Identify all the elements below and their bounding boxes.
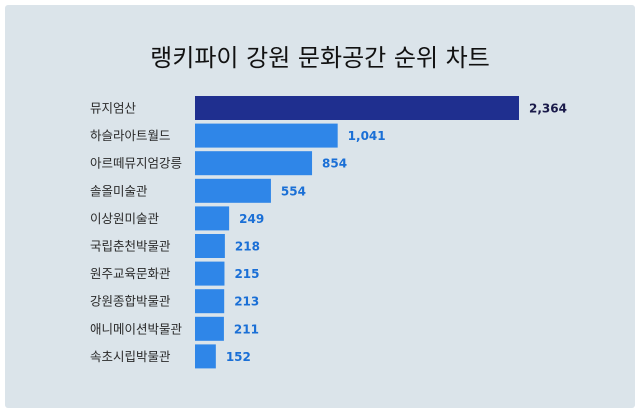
bar bbox=[195, 96, 519, 120]
bar bbox=[195, 178, 271, 203]
category-label: 솔올미술관 bbox=[90, 183, 148, 198]
value-label: 249 bbox=[239, 212, 264, 226]
bar bbox=[195, 151, 313, 176]
value-label: 1,041 bbox=[348, 129, 386, 143]
bar bbox=[195, 316, 224, 341]
chart-title: 랭키파이 강원 문화공간 순위 차트 bbox=[150, 44, 490, 72]
category-label: 강원종합박물관 bbox=[90, 294, 171, 309]
bar bbox=[195, 206, 230, 231]
category-label: 이상원미술관 bbox=[90, 211, 160, 226]
value-label: 215 bbox=[234, 267, 259, 281]
bar bbox=[195, 289, 225, 314]
category-label: 애니메이션박물관 bbox=[90, 321, 183, 336]
value-label: 554 bbox=[281, 184, 306, 198]
bar bbox=[195, 234, 225, 258]
category-label: 뮤지엄산 bbox=[90, 101, 137, 116]
value-label: 2,364 bbox=[529, 102, 567, 116]
value-label: 211 bbox=[234, 322, 259, 336]
bar bbox=[195, 344, 216, 369]
chart-background bbox=[5, 5, 635, 408]
value-label: 854 bbox=[322, 157, 347, 171]
category-label: 원주교육문화관 bbox=[90, 266, 171, 281]
bar bbox=[195, 261, 225, 286]
category-label: 국립춘천박물관 bbox=[90, 239, 171, 254]
category-label: 하슬라아트월드 bbox=[90, 128, 171, 143]
category-label: 아르떼뮤지엄강릉 bbox=[90, 156, 182, 171]
category-label: 속초시립박물관 bbox=[90, 349, 171, 364]
value-label: 213 bbox=[234, 295, 259, 309]
bar bbox=[195, 123, 338, 148]
value-label: 218 bbox=[235, 240, 260, 254]
value-label: 152 bbox=[226, 350, 251, 364]
